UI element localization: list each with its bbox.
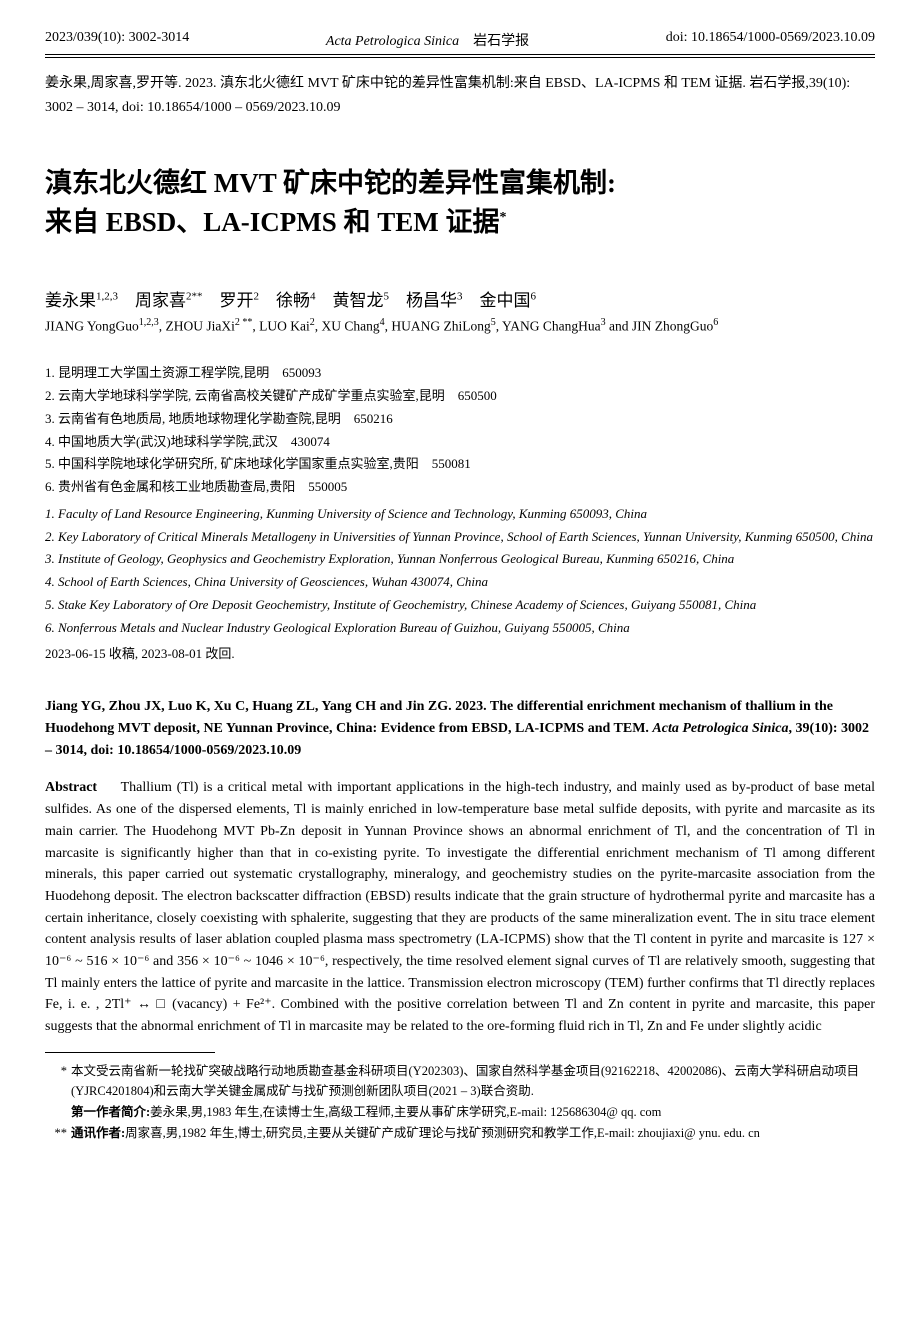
abstract-text: Thallium (Tl) is a critical metal with i… [45,780,875,1034]
manuscript-dates: 2023-06-15 收稿, 2023-08-01 改回. [45,643,875,662]
footnote-marker-2: ** [45,1123,71,1144]
title-line2: 来自 EBSD、LA-ICPMS 和 TEM 证据* [45,203,875,242]
header-left: 2023/039(10): 3002-3014 [45,30,189,50]
journal-name-en: Acta Petrologica Sinica [326,34,459,49]
authors-en: JIANG YongGuo1,2,3, ZHOU JiaXi2 **, LUO … [45,317,875,335]
header-center: Acta Petrologica Sinica 岩石学报 [326,30,529,50]
citation-cn: 姜永果,周家喜,罗开等. 2023. 滇东北火德红 MVT 矿床中铊的差异性富集… [45,72,875,120]
affil-en-5: 5. Stake Key Laboratory of Ore Deposit G… [45,594,875,617]
affil-en-6: 6. Nonferrous Metals and Nuclear Industr… [45,617,875,640]
abstract-label: Abstract [45,780,97,795]
affil-cn-1: 1. 昆明理工大学国土资源工程学院,昆明 650093 [45,362,875,385]
corresponding-label: 通讯作者: [71,1126,125,1140]
affil-cn-5: 5. 中国科学院地球化学研究所, 矿床地球化学国家重点实验室,贵阳 550081 [45,453,875,476]
header-rule [45,57,875,58]
en-citation-journal: Acta Petrologica Sinica [652,721,788,736]
english-citation: Jiang YG, Zhou JX, Luo K, Xu C, Huang ZL… [45,696,875,761]
header-doi: doi: 10.18654/1000-0569/2023.10.09 [666,30,875,50]
authors-cn: 姜永果1,2,3 周家喜2** 罗开2 徐畅4 黄智龙5 杨昌华3 金中国6 [45,286,875,311]
page-header: 2023/039(10): 3002-3014 Acta Petrologica… [45,30,875,55]
affil-cn-4: 4. 中国地质大学(武汉)地球科学学院,武汉 430074 [45,431,875,454]
title-line1: 滇东北火德红 MVT 矿床中铊的差异性富集机制: [45,164,875,203]
footnote-rule [45,1052,215,1053]
abstract: Abstract Thallium (Tl) is a critical met… [45,777,875,1037]
affil-cn-6: 6. 贵州省有色金属和核工业地质勘查局,贵阳 550005 [45,476,875,499]
first-author-label: 第一作者简介: [71,1105,150,1119]
affiliations-cn: 1. 昆明理工大学国土资源工程学院,昆明 650093 2. 云南大学地球科学学… [45,362,875,499]
footnote-funding: *本文受云南省新一轮找矿突破战略行动地质勘查基金科研项目(Y202303)、国家… [71,1061,875,1102]
journal-name-cn: 岩石学报 [473,34,529,49]
title-footnote-marker: * [500,210,507,225]
affil-cn-2: 2. 云南大学地球科学学院, 云南省高校关键矿产成矿学重点实验室,昆明 6505… [45,385,875,408]
footnotes: *本文受云南省新一轮找矿突破战略行动地质勘查基金科研项目(Y202303)、国家… [45,1061,875,1144]
affil-en-4: 4. School of Earth Sciences, China Unive… [45,571,875,594]
affil-en-2: 2. Key Laboratory of Critical Minerals M… [45,526,875,549]
footnote-marker-1: * [45,1061,71,1082]
article-title: 滇东北火德红 MVT 矿床中铊的差异性富集机制: 来自 EBSD、LA-ICPM… [45,164,875,242]
affiliations-en: 1. Faculty of Land Resource Engineering,… [45,503,875,640]
footnote-first-author: 第一作者简介:姜永果,男,1983 年生,在读博士生,高级工程师,主要从事矿床学… [71,1102,875,1123]
affil-en-3: 3. Institute of Geology, Geophysics and … [45,548,875,571]
affil-en-1: 1. Faculty of Land Resource Engineering,… [45,503,875,526]
footnote-corresponding: **通讯作者:周家喜,男,1982 年生,博士,研究员,主要从关键矿产成矿理论与… [71,1123,875,1144]
affil-cn-3: 3. 云南省有色地质局, 地质地球物理化学勘查院,昆明 650216 [45,408,875,431]
